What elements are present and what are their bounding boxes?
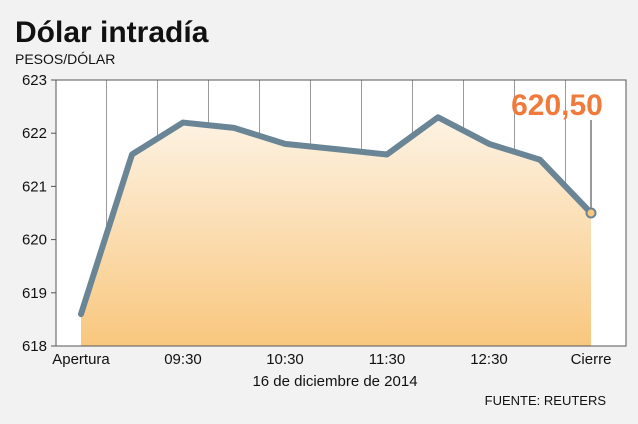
series-line — [78, 114, 594, 318]
area-layer — [81, 117, 591, 347]
x-tick-label: 10:30 — [266, 351, 304, 368]
y-axis-unit: PESOS/DÓLAR — [15, 51, 115, 67]
x-tick-label: 12:30 — [470, 351, 508, 368]
y-axis: 618 619 620 621 622 623 — [22, 72, 56, 355]
y-tick-label: 619 — [22, 285, 47, 302]
x-axis: Apertura 09:30 10:30 11:30 12:30 Cierre — [52, 351, 611, 368]
x-tick-label: 09:30 — [164, 351, 202, 368]
line-layer — [78, 114, 594, 318]
annotation: 620,50 — [511, 89, 603, 219]
y-tick-label: 618 — [22, 338, 47, 355]
chart-title: Dólar intradía — [15, 16, 209, 49]
y-tick-label: 620 — [22, 232, 47, 249]
callout-value: 620,50 — [511, 89, 603, 122]
y-tick-label: 623 — [22, 72, 47, 89]
y-tick-label: 621 — [22, 178, 47, 195]
plot-frame — [55, 79, 627, 347]
x-tick-label: Apertura — [52, 351, 110, 368]
x-tick-label: Cierre — [571, 351, 612, 368]
source-note: FUENTE: REUTERS — [485, 393, 607, 408]
area-fill — [81, 117, 591, 347]
y-tick-label: 622 — [22, 125, 47, 142]
last-point-marker — [585, 207, 597, 219]
x-tick-label: 11:30 — [369, 351, 405, 368]
x-axis-label: 16 de diciembre de 2014 — [252, 373, 417, 390]
